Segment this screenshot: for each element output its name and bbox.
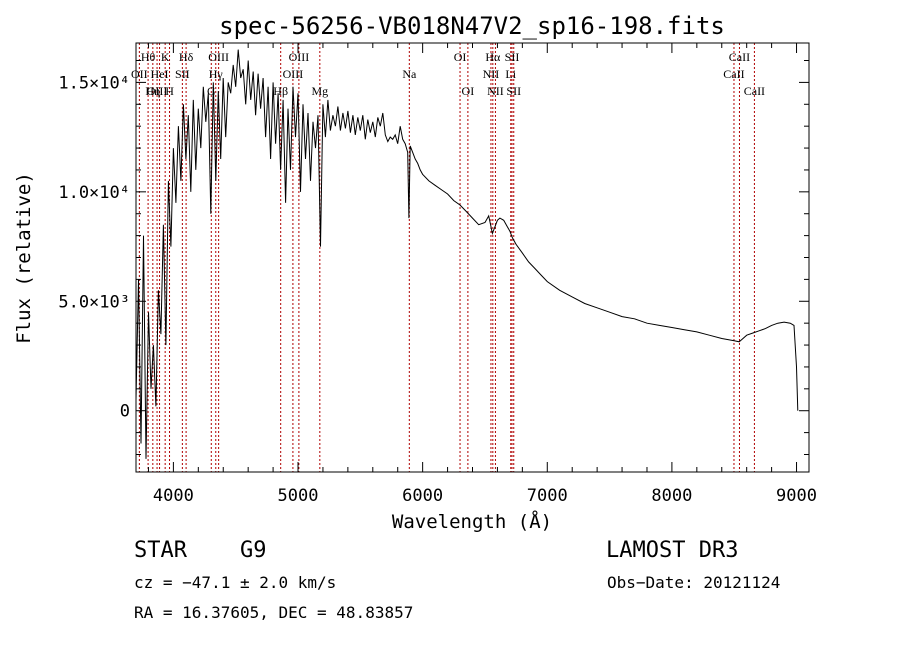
line-marker-label: CaII: [723, 67, 744, 81]
line-marker-label: G: [207, 84, 216, 98]
coordinates: RA = 16.37605, DEC = 48.83857: [134, 603, 414, 622]
x-tick-label: 6000: [402, 486, 443, 506]
line-marker-label: OIII: [283, 67, 304, 81]
line-marker-label: SII: [505, 50, 520, 64]
y-axis: 0 5.0×10³ 1.0×10⁴ 1.5×10⁴: [58, 60, 809, 455]
redshift-value: cz = −47.1 ± 2.0 km/s: [134, 573, 337, 592]
line-marker-label: OI: [462, 84, 475, 98]
y-tick-label: 1.0×10⁴: [58, 183, 130, 203]
line-marker-label: NII: [487, 84, 504, 98]
x-tick-label: 9000: [776, 486, 817, 506]
y-tick-label: 1.5×10⁴: [58, 73, 130, 93]
line-marker-label: SII: [175, 67, 190, 81]
survey-name: LAMOST DR3: [606, 538, 739, 563]
object-subclass: G9: [240, 538, 267, 563]
line-marker-label: Hθ: [141, 50, 156, 64]
object-class: STAR: [134, 538, 187, 563]
line-marker-label: CaII: [729, 50, 750, 64]
x-tick-label: 7000: [527, 486, 568, 506]
line-marker-label: H: [165, 84, 174, 98]
line-marker-label: Hα: [485, 50, 501, 64]
line-marker-label: Li: [505, 67, 516, 81]
line-markers: [138, 43, 755, 472]
line-marker-label: OII: [131, 67, 148, 81]
x-tick-label: 8000: [651, 486, 692, 506]
y-axis-label: Flux (relative): [13, 172, 35, 344]
line-marker-label: OIII: [208, 50, 229, 64]
line-marker-label: Mg: [311, 84, 328, 98]
observation-date: Obs−Date: 20121124: [607, 573, 781, 592]
x-axis: 4000 5000 6000 7000 8000 9000: [147, 43, 817, 506]
spectrum-line: [135, 49, 799, 459]
y-tick-label: 5.0×10³: [58, 292, 130, 312]
x-tick-label: 5000: [278, 486, 319, 506]
line-marker-label: SII: [506, 84, 521, 98]
chart-title: spec-56256-VB018N47V2_sp16-198.fits: [219, 12, 725, 40]
line-marker-label: HeI: [151, 67, 169, 81]
line-marker-label: K: [161, 50, 170, 64]
plot-frame: [135, 42, 810, 473]
line-marker-label: CaII: [744, 84, 765, 98]
line-marker-label: OIII: [147, 84, 168, 98]
line-marker-label: NII: [483, 67, 500, 81]
x-tick-label: 4000: [153, 486, 194, 506]
x-axis-label: Wavelength (Å): [392, 510, 552, 533]
line-marker-label: Na: [402, 67, 417, 81]
line-marker-label: OI: [454, 50, 467, 64]
line-marker-label: OIII: [289, 50, 310, 64]
line-marker-label: Hη: [145, 84, 160, 98]
line-marker-label: Hδ: [179, 50, 194, 64]
y-tick-label: 0: [120, 402, 130, 422]
line-marker-label: Hβ: [273, 84, 288, 98]
line-marker-label: Hγ: [209, 67, 224, 81]
